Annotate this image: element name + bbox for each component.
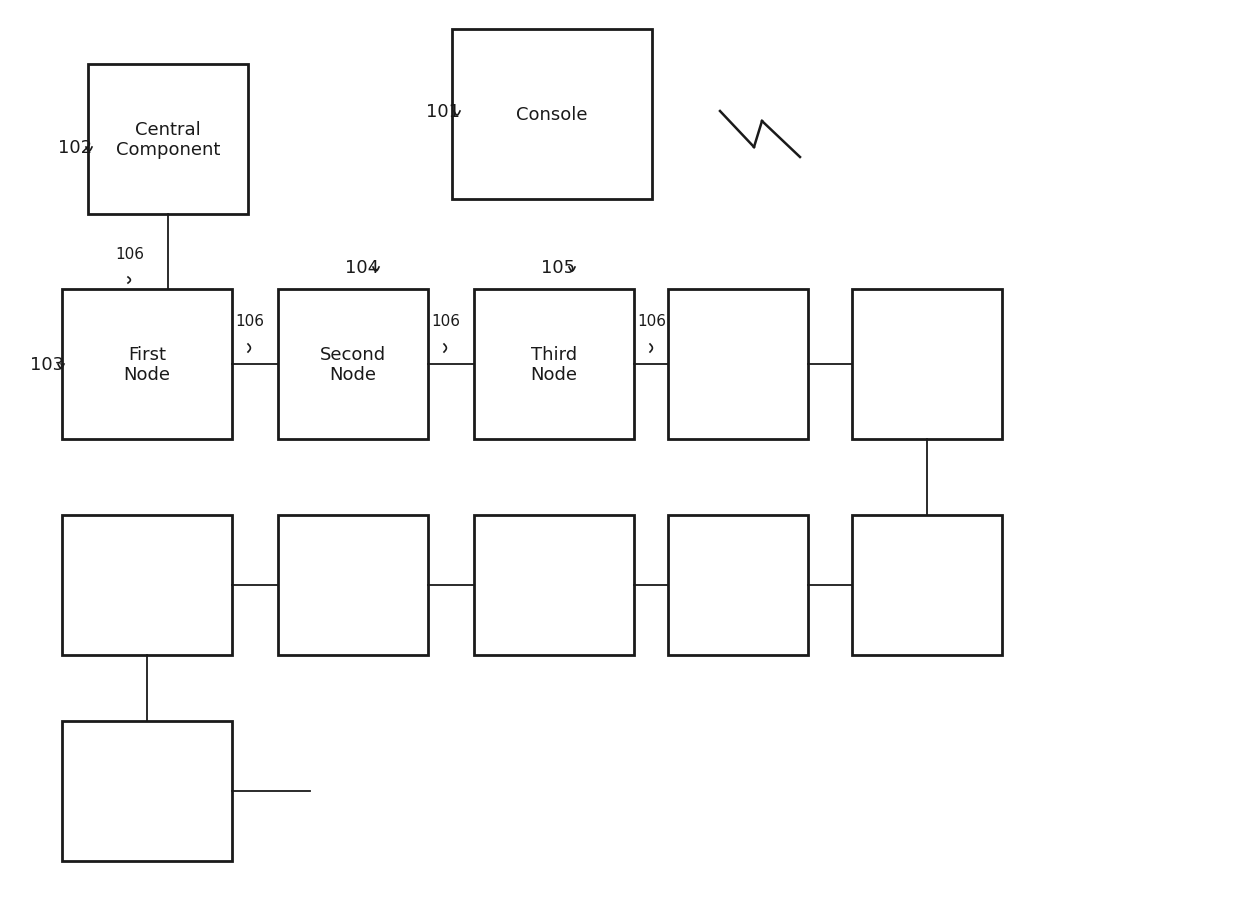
Text: Second
Node: Second Node [320,345,386,384]
Bar [474,516,634,655]
Bar [453,30,652,200]
Bar [474,290,634,439]
Bar [852,290,1002,439]
Text: First
Node: First Node [124,345,171,384]
Text: 106: 106 [637,314,666,329]
Bar [852,516,1002,655]
Text: 106: 106 [236,314,264,329]
Bar [62,516,232,655]
Text: Console: Console [516,106,588,124]
Text: Third
Node: Third Node [531,345,578,384]
Text: 104: 104 [345,259,379,277]
Text: 103: 103 [30,355,64,374]
Text: 106: 106 [432,314,460,329]
Text: 106: 106 [115,247,144,262]
Bar [88,65,248,215]
Text: 102: 102 [58,138,92,157]
Bar [278,290,428,439]
Bar [668,290,808,439]
Bar [278,516,428,655]
Text: 101: 101 [427,103,460,121]
Bar [62,290,232,439]
Bar [668,516,808,655]
Text: Central
Component: Central Component [115,120,221,159]
Bar [62,722,232,861]
Text: 105: 105 [541,259,575,277]
